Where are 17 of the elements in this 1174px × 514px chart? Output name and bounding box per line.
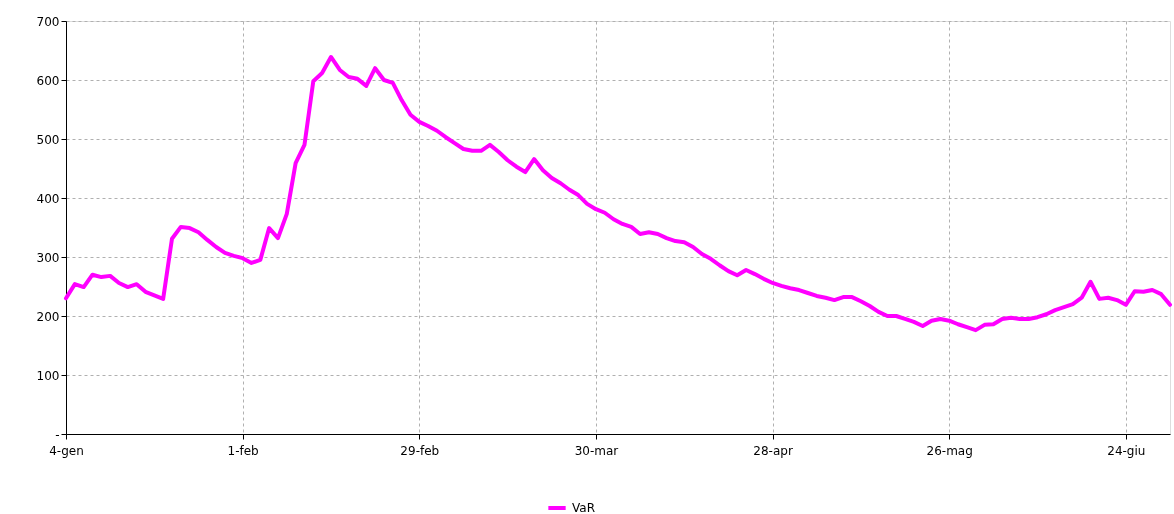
y-tick-label: 200 [36,309,60,324]
x-tick-label: 24-giu [1107,443,1146,458]
x-tick-label: 26-mag [926,443,973,458]
y-tick-label: 700 [36,14,60,29]
y-tick-label: 100 [36,368,60,383]
x-tick-label: 29-feb [400,443,440,458]
x-tick-label: 4-gen [49,443,84,458]
x-tick-label: 30-mar [574,443,619,458]
y-tick-label: 600 [36,73,60,88]
y-tick-label: - [55,427,60,442]
y-tick-label: 400 [36,191,60,206]
y-tick-label: 300 [36,250,60,265]
legend-label: VaR [572,501,595,514]
x-tick-label: 28-apr [753,443,793,458]
x-tick-label: 1-feb [227,443,259,458]
y-tick-label: 500 [36,132,60,147]
line-series [64,54,1172,333]
